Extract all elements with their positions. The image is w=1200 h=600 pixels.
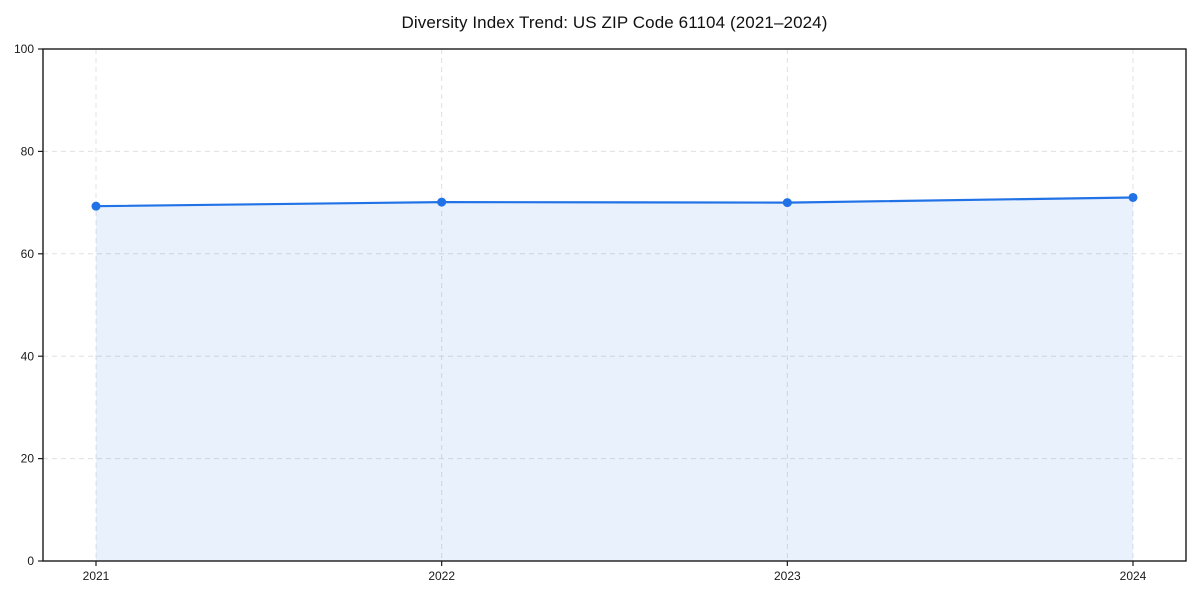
plot-background (43, 49, 1186, 561)
y-tick-label-20: 20 (21, 452, 35, 466)
x-tick-label-2023: 2023 (774, 569, 801, 583)
y-tick-label-60: 60 (21, 247, 35, 261)
y-tick-label-80: 80 (21, 144, 35, 158)
trend-line (94, 196, 1135, 208)
data-point-2021 (91, 201, 101, 211)
chart-title: Diversity Index Trend: US ZIP Code 61104… (401, 13, 828, 32)
axes-spines (42, 48, 1187, 562)
x-tick-label-2024: 2024 (1120, 569, 1147, 583)
area-fill (96, 197, 1133, 562)
data-point-2022 (437, 197, 447, 207)
data-point-2024 (1128, 192, 1138, 202)
x-tick-label-2021: 2021 (83, 569, 110, 583)
y-tick-label-0: 0 (27, 554, 34, 568)
y-tick-label-100: 100 (14, 42, 34, 56)
y-tick-label-40: 40 (21, 349, 35, 363)
data-point-2023 (782, 198, 792, 208)
x-tick-label-2022: 2022 (428, 569, 455, 583)
